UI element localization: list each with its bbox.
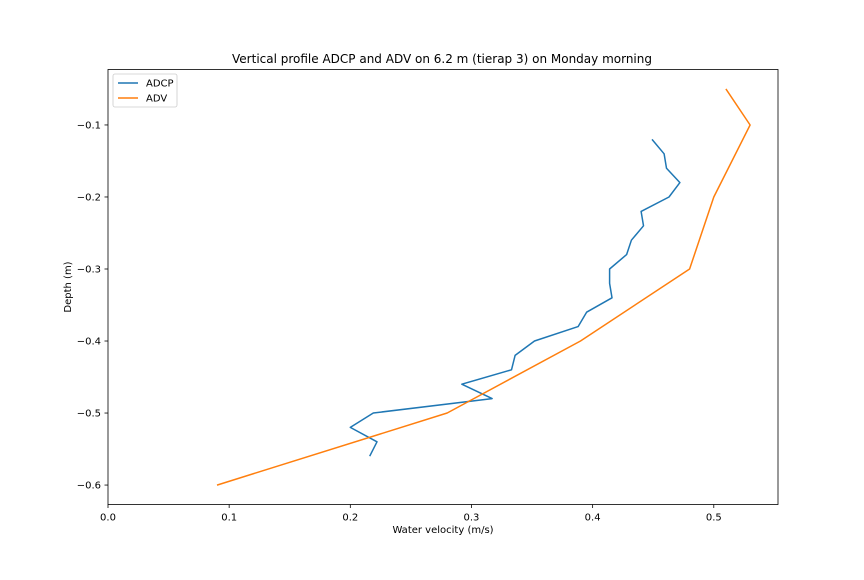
x-axis-label: Water velocity (m/s): [392, 525, 493, 536]
y-tick-label: −0.2: [77, 192, 101, 203]
y-tick-label: −0.4: [77, 337, 101, 348]
x-tick-label: 0.1: [221, 513, 237, 524]
chart-title: Vertical profile ADCP and ADV on 6.2 m (…: [232, 52, 652, 66]
series-line-adv: [216, 88, 751, 486]
y-axis-label: Depth (m): [63, 261, 74, 312]
legend: ADCP ADV: [112, 73, 178, 108]
x-tick-label: 0.0: [100, 513, 116, 524]
series-line-adcp: [349, 138, 681, 457]
x-tick-label: 0.2: [342, 513, 358, 524]
series-layer: [216, 88, 751, 486]
legend-label-adcp: ADCP: [146, 79, 174, 90]
x-tick-label: 0.3: [464, 513, 480, 524]
legend-label-adv: ADV: [146, 94, 167, 105]
y-tick-label: −0.6: [77, 481, 101, 492]
x-tick-label: 0.4: [585, 513, 601, 524]
y-tick-label: −0.3: [77, 264, 101, 275]
plot-frame: [107, 69, 779, 505]
y-tick-label: −0.5: [77, 409, 101, 420]
y-tick-label: −0.1: [77, 120, 101, 131]
ticks-layer: 0.0 0.1 0.2 0.3 0.4 0.5 −0.1 −0.2 −0.3 −0.4 −0.5 −0…: [77, 120, 722, 523]
x-tick-label: 0.5: [706, 513, 722, 524]
